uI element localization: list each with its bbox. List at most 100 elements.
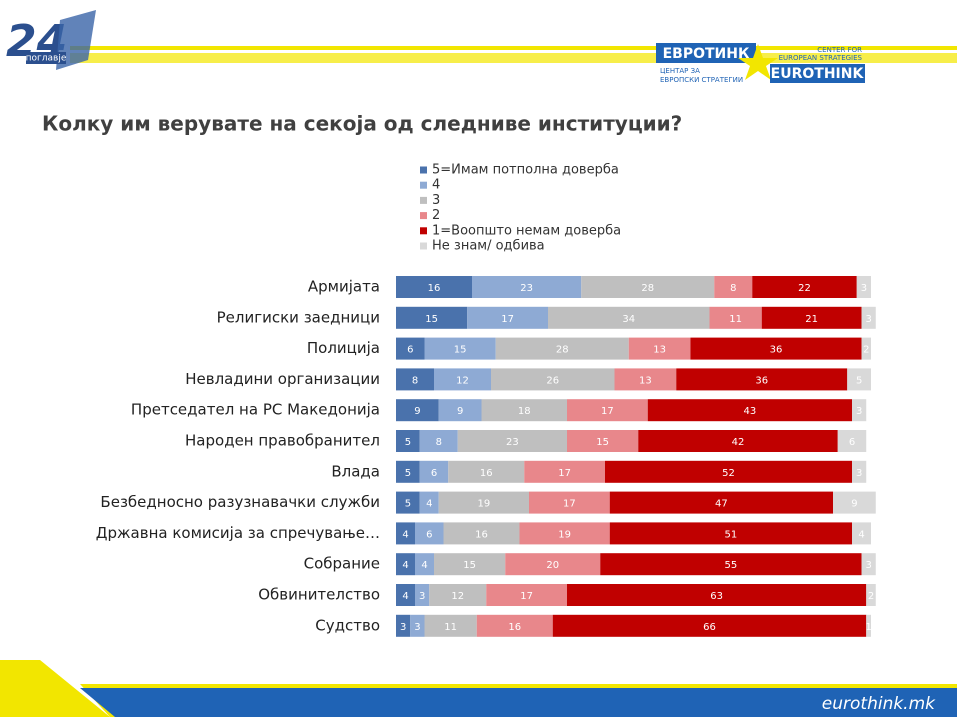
bar-segment (424, 337, 496, 360)
bar-segment (605, 460, 852, 483)
y-tick-label: Полиција (307, 339, 380, 357)
logo-word: поглавје (26, 54, 67, 64)
y-tick-label: Религиски заедници (217, 308, 380, 326)
data-label: 3 (865, 560, 871, 571)
data-label: 15 (596, 437, 609, 448)
y-tick-label: Народен правобранител (185, 432, 380, 450)
legend-label: 2 (432, 208, 440, 223)
data-label: 47 (715, 499, 728, 510)
data-label: 4 (402, 591, 408, 602)
data-label: 4 (421, 560, 427, 571)
bar-segment (415, 522, 444, 545)
data-label: 4 (858, 529, 864, 540)
bar-segment (396, 368, 434, 391)
data-label: 43 (744, 406, 757, 417)
data-label: 36 (770, 345, 783, 356)
header-stripe (70, 46, 957, 50)
bar-segment (600, 553, 862, 576)
data-label: 17 (558, 468, 571, 479)
y-tick-label: Собрание (304, 555, 380, 573)
bar-segment (486, 584, 567, 606)
bar-segment (438, 491, 529, 514)
bar-segment (856, 276, 871, 298)
data-label: 20 (546, 560, 559, 571)
data-label: 3 (861, 283, 867, 294)
data-label: 3 (865, 314, 871, 325)
bar-segment (861, 306, 876, 329)
bar-segment (690, 337, 862, 360)
bar-segment (567, 584, 867, 606)
logo-text: EUROTHINK (771, 66, 865, 82)
logo-box (770, 64, 865, 83)
logo-sub: EUROPEAN STRATEGIES (779, 54, 863, 62)
data-label: 6 (431, 468, 437, 479)
bar-segment (495, 337, 629, 360)
logo-sub: CENTER FOR (817, 46, 862, 54)
footer-blue (80, 688, 957, 717)
data-label: 4 (402, 560, 408, 571)
bar-segment (567, 399, 648, 422)
data-label: 28 (556, 345, 569, 356)
data-label: 22 (798, 283, 811, 294)
bar-segment (396, 584, 415, 606)
legend-label: 5=Имам потполна доверба (432, 163, 619, 178)
bar-segment (837, 430, 867, 452)
data-label: 9 (457, 406, 463, 417)
data-label: 4 (402, 529, 408, 540)
chart-title: Колку им верувате на секоја од следниве … (42, 112, 682, 136)
data-label: 17 (563, 499, 576, 510)
data-label: 23 (506, 437, 519, 448)
logo-left: 24 поглавје (6, 10, 96, 70)
bar-segment (628, 337, 691, 360)
data-label: 21 (805, 314, 818, 325)
bar-segment (396, 522, 415, 545)
y-tick-label: Претседател на РС Македонија (131, 401, 380, 419)
data-label: 66 (703, 622, 716, 633)
bar-segment (419, 460, 449, 483)
bar-segment (852, 522, 871, 545)
data-label: 6 (849, 437, 855, 448)
y-tick-label: Влада (331, 462, 380, 480)
data-label: 18 (518, 406, 531, 417)
bar-segment (861, 553, 876, 576)
bar-segment (847, 368, 871, 391)
data-label: 5 (405, 437, 411, 448)
bar-segment (467, 306, 548, 329)
data-label: 16 (475, 529, 488, 540)
data-label: 2 (868, 591, 874, 602)
bar-segment (396, 614, 411, 637)
bar-segment (419, 491, 439, 514)
bar-segment (752, 276, 857, 298)
legend-swatch (420, 242, 427, 250)
data-label: 5 (405, 468, 411, 479)
bar-segment (457, 430, 567, 452)
footer-url: eurothink.mk (822, 694, 936, 714)
data-label: 36 (755, 375, 768, 386)
data-label: 17 (520, 591, 533, 602)
legend-swatch (420, 227, 427, 235)
data-label: 8 (436, 437, 442, 448)
y-tick-label: Обвинителство (258, 586, 380, 604)
bar-segment (415, 584, 430, 606)
data-label: 9 (851, 499, 857, 510)
bar-segment (424, 614, 477, 637)
bar-segment (866, 584, 876, 606)
bar-segment (548, 306, 710, 329)
bar-segment (472, 276, 582, 298)
legend-swatch (420, 196, 427, 204)
data-label: 15 (463, 560, 476, 571)
data-label: 2 (863, 345, 869, 356)
bar-segment (396, 399, 439, 422)
data-label: 55 (725, 560, 738, 571)
legend-label: Не знам/ одбива (432, 239, 545, 254)
logo-sub: ЕВРОПСКИ СТРАТЕГИИ (660, 76, 743, 84)
bar-segment (396, 337, 425, 360)
bar-segment (609, 522, 852, 545)
bar-segment (581, 276, 715, 298)
bar-segment (448, 460, 525, 483)
logo-box (26, 52, 66, 64)
bar-segment (505, 553, 601, 576)
data-label: 13 (639, 375, 652, 386)
legend-swatch (420, 212, 427, 220)
